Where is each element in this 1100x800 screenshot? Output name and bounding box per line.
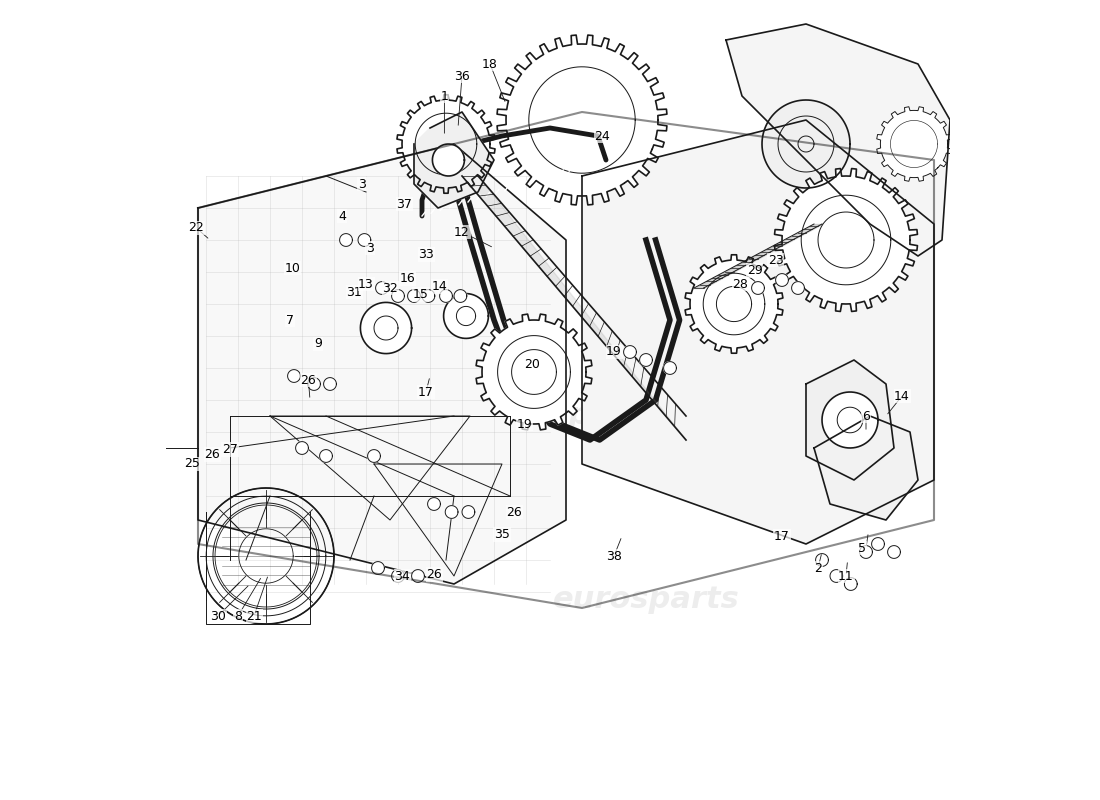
Text: 28: 28 xyxy=(733,278,748,290)
Text: 31: 31 xyxy=(346,286,362,298)
Text: 15: 15 xyxy=(412,288,428,301)
Polygon shape xyxy=(372,562,384,574)
Text: 26: 26 xyxy=(205,448,220,461)
Polygon shape xyxy=(340,234,352,246)
Text: 26: 26 xyxy=(426,568,442,581)
Polygon shape xyxy=(877,106,952,182)
Text: 33: 33 xyxy=(418,248,433,261)
Polygon shape xyxy=(624,346,637,358)
Text: 3: 3 xyxy=(359,178,366,190)
Text: 7: 7 xyxy=(286,314,294,326)
Polygon shape xyxy=(375,282,388,294)
Polygon shape xyxy=(361,302,411,354)
Polygon shape xyxy=(806,360,894,480)
Text: 10: 10 xyxy=(285,262,300,274)
Polygon shape xyxy=(476,314,592,430)
Polygon shape xyxy=(822,392,878,448)
Text: 12: 12 xyxy=(454,226,470,238)
Polygon shape xyxy=(414,112,494,208)
Polygon shape xyxy=(815,554,828,566)
Polygon shape xyxy=(774,169,917,311)
Polygon shape xyxy=(792,282,804,294)
Polygon shape xyxy=(358,234,371,246)
Text: 20: 20 xyxy=(525,358,540,370)
Text: eurosparts: eurosparts xyxy=(473,402,659,430)
Text: 17: 17 xyxy=(774,530,790,542)
Text: 32: 32 xyxy=(382,282,398,294)
Polygon shape xyxy=(198,144,566,584)
Text: 23: 23 xyxy=(768,254,783,266)
Polygon shape xyxy=(397,94,495,194)
Text: 26: 26 xyxy=(300,374,317,386)
Polygon shape xyxy=(454,290,466,302)
Text: 38: 38 xyxy=(606,550,621,562)
Text: 17: 17 xyxy=(418,386,433,398)
Text: 30: 30 xyxy=(210,610,225,622)
Polygon shape xyxy=(428,498,440,510)
Text: 27: 27 xyxy=(222,443,238,456)
Text: 18: 18 xyxy=(482,58,498,70)
Text: 34: 34 xyxy=(394,570,410,582)
Text: 4: 4 xyxy=(338,210,345,222)
Text: 14: 14 xyxy=(431,280,448,293)
Text: 36: 36 xyxy=(454,70,470,82)
Polygon shape xyxy=(888,546,901,558)
Polygon shape xyxy=(323,378,337,390)
Text: 1: 1 xyxy=(440,90,449,102)
Polygon shape xyxy=(751,282,764,294)
Polygon shape xyxy=(320,450,332,462)
Text: 29: 29 xyxy=(747,264,762,277)
Polygon shape xyxy=(440,290,452,302)
Text: eurosparts: eurosparts xyxy=(632,186,820,214)
Text: 16: 16 xyxy=(399,272,416,285)
Text: 19: 19 xyxy=(606,346,621,358)
Polygon shape xyxy=(411,570,425,582)
Polygon shape xyxy=(408,290,420,302)
Text: 3: 3 xyxy=(366,242,374,254)
Polygon shape xyxy=(432,144,464,176)
Text: 24: 24 xyxy=(594,130,609,142)
Polygon shape xyxy=(497,35,667,205)
Polygon shape xyxy=(446,506,458,518)
Polygon shape xyxy=(367,450,381,462)
Polygon shape xyxy=(392,570,405,582)
Polygon shape xyxy=(663,362,676,374)
Text: 5: 5 xyxy=(858,542,866,554)
Polygon shape xyxy=(871,538,884,550)
Polygon shape xyxy=(814,416,918,520)
Polygon shape xyxy=(762,100,850,188)
Text: 11: 11 xyxy=(838,570,854,582)
Polygon shape xyxy=(776,274,789,286)
Text: 2: 2 xyxy=(814,562,822,574)
Polygon shape xyxy=(443,294,488,338)
Polygon shape xyxy=(859,546,872,558)
Text: 13: 13 xyxy=(359,278,374,290)
Text: 37: 37 xyxy=(396,198,412,210)
Text: 9: 9 xyxy=(315,338,322,350)
Polygon shape xyxy=(422,290,435,302)
Polygon shape xyxy=(726,24,950,256)
Polygon shape xyxy=(296,442,308,454)
Text: 19: 19 xyxy=(517,418,532,430)
Polygon shape xyxy=(639,354,652,366)
Polygon shape xyxy=(287,370,300,382)
Polygon shape xyxy=(830,570,843,582)
Polygon shape xyxy=(685,254,783,354)
Polygon shape xyxy=(462,506,475,518)
Polygon shape xyxy=(582,120,934,544)
Polygon shape xyxy=(392,290,405,302)
Text: eurosparts: eurosparts xyxy=(552,586,739,614)
Text: eurosparts: eurosparts xyxy=(232,402,419,430)
Text: 8: 8 xyxy=(234,610,242,622)
Text: 25: 25 xyxy=(184,458,199,470)
Text: 22: 22 xyxy=(188,222,205,234)
Polygon shape xyxy=(308,378,320,390)
Text: 35: 35 xyxy=(494,528,510,541)
Text: 21: 21 xyxy=(246,610,262,622)
Text: 26: 26 xyxy=(506,506,521,518)
Text: 14: 14 xyxy=(894,390,910,402)
Text: 6: 6 xyxy=(862,410,870,422)
Polygon shape xyxy=(845,578,857,590)
